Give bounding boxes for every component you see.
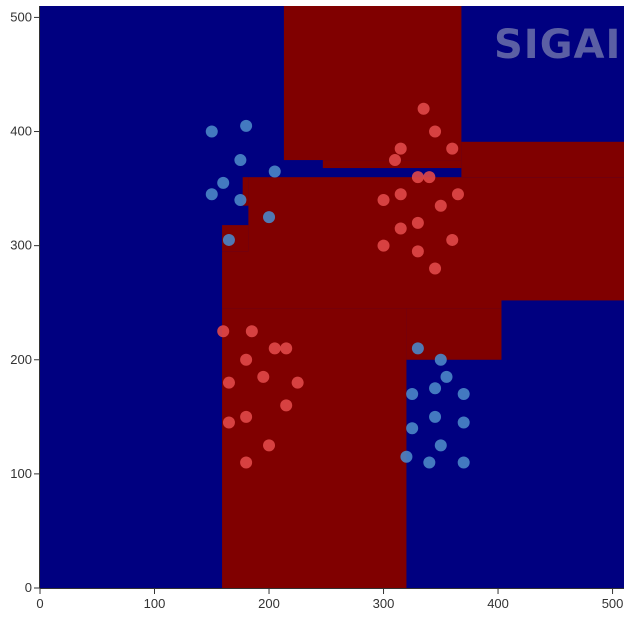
data-point-class1-19: [400, 450, 413, 463]
data-point-class0-16: [429, 262, 442, 275]
data-point-class0-13: [377, 239, 390, 252]
x-tick-label: 400: [487, 596, 509, 611]
data-point-class1-0: [205, 125, 218, 138]
data-point-class0-28: [263, 439, 276, 452]
y-tick-label: 500: [10, 9, 32, 24]
y-axis: 0 100 200 300 400 500: [10, 6, 40, 595]
data-point-class1-13: [440, 370, 453, 383]
data-point-class1-21: [457, 456, 470, 469]
data-point-class1-2: [234, 154, 247, 167]
decision-region-2: [461, 141, 624, 178]
data-point-class1-18: [434, 439, 447, 452]
data-point-class0-26: [280, 399, 293, 412]
data-point-class0-21: [240, 353, 253, 366]
y-tick-label: 0: [25, 580, 32, 595]
x-axis: 0 100 200 300 400 500: [36, 588, 624, 611]
data-point-class0-23: [257, 370, 270, 383]
data-point-class0-22: [222, 376, 235, 389]
data-point-class0-14: [411, 245, 424, 258]
data-point-class1-9: [411, 342, 424, 355]
data-point-class0-20: [280, 342, 293, 355]
data-point-class0-29: [240, 456, 253, 469]
data-point-class1-14: [457, 388, 470, 400]
data-point-class1-11: [406, 388, 419, 400]
data-point-class0-0: [417, 102, 430, 115]
data-point-class0-25: [240, 410, 253, 423]
data-point-class1-1: [240, 119, 253, 132]
x-tick-label: 100: [144, 596, 166, 611]
data-point-class0-15: [446, 233, 459, 246]
decision-regions: [222, 6, 624, 588]
partial-title: —: [360, 0, 372, 1]
data-point-class0-5: [411, 171, 424, 184]
data-points: [205, 102, 470, 469]
x-tick-label: 0: [36, 596, 43, 611]
data-point-class1-8: [222, 233, 235, 246]
decision-region-4: [242, 177, 249, 206]
data-point-class1-16: [406, 422, 419, 435]
data-point-class1-20: [423, 456, 436, 469]
decision-region-6: [222, 251, 502, 309]
data-point-class1-17: [457, 416, 470, 429]
decision-region-7: [222, 308, 407, 588]
data-point-class0-6: [423, 171, 436, 184]
data-point-class0-19: [268, 342, 281, 355]
data-point-class0-27: [222, 416, 235, 429]
data-point-class0-9: [377, 194, 390, 206]
y-tick-label: 200: [10, 352, 32, 367]
data-point-class0-24: [291, 376, 304, 389]
data-point-class0-7: [394, 188, 407, 201]
sigai-watermark: SIGAI: [494, 22, 621, 68]
y-tick-label: 400: [10, 124, 32, 139]
data-point-class0-3: [394, 142, 407, 155]
data-point-class0-12: [394, 222, 407, 235]
data-point-class0-4: [446, 142, 459, 155]
data-point-class0-2: [388, 154, 401, 167]
y-tick-label: 100: [10, 466, 32, 481]
y-tick-label: 300: [10, 238, 32, 253]
data-point-class1-15: [429, 410, 442, 423]
data-point-class1-12: [429, 382, 442, 395]
data-point-class0-8: [451, 188, 464, 201]
data-point-class1-3: [268, 165, 281, 178]
data-point-class0-10: [434, 199, 447, 212]
x-tick-label: 200: [258, 596, 280, 611]
x-tick-label: 500: [602, 596, 624, 611]
data-point-class0-1: [429, 125, 442, 138]
data-point-class1-6: [234, 194, 247, 206]
data-point-class1-4: [217, 176, 230, 189]
x-tick-label: 300: [373, 596, 395, 611]
data-point-class0-17: [217, 325, 230, 338]
data-point-class1-10: [434, 353, 447, 366]
data-point-class0-18: [245, 325, 258, 338]
data-point-class0-11: [411, 216, 424, 229]
data-point-class1-7: [263, 211, 276, 224]
data-point-class1-5: [205, 188, 218, 201]
